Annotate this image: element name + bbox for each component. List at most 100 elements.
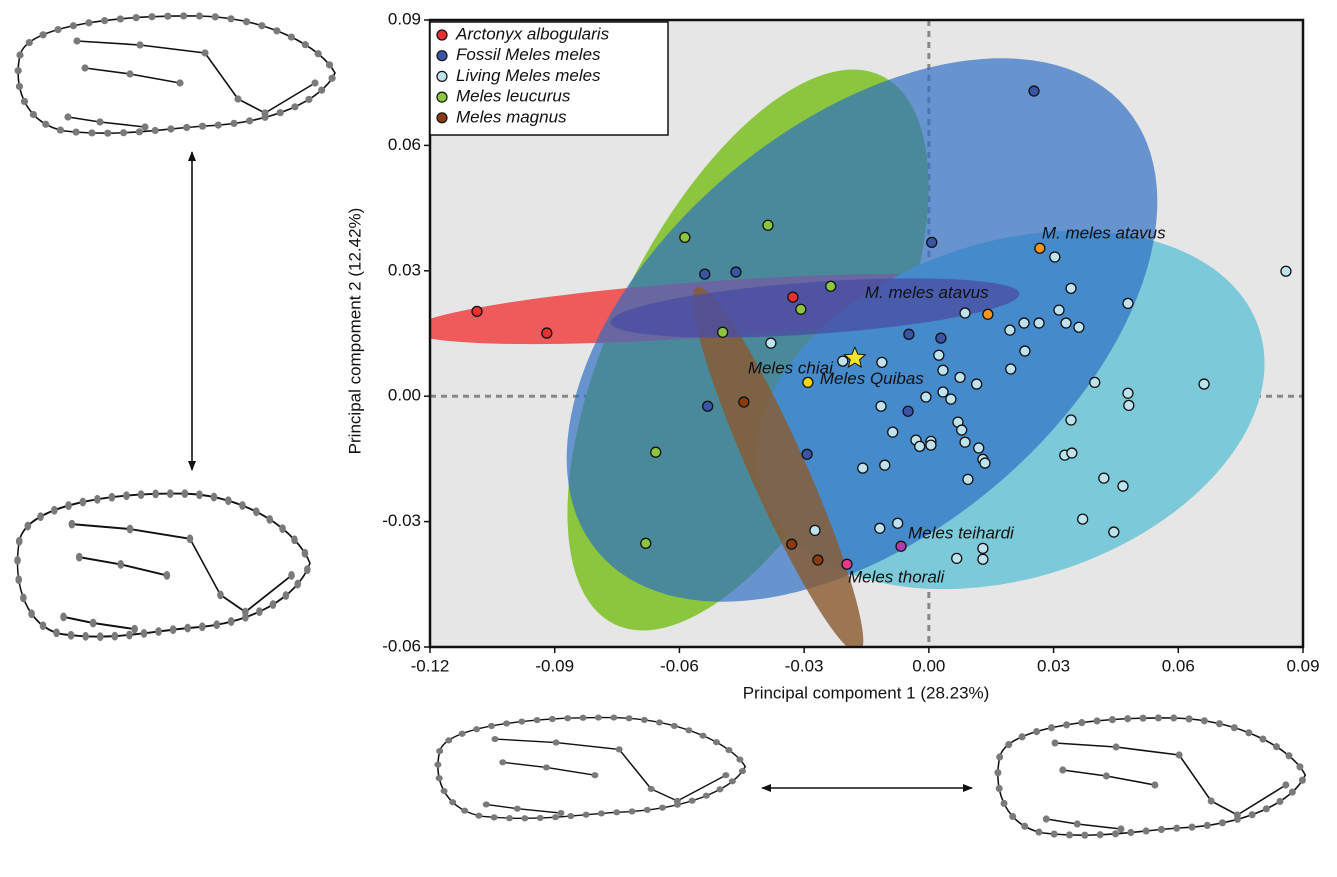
x-tick-label: 0.06: [1162, 656, 1195, 675]
annotation: Meles teihardi: [908, 524, 1015, 543]
x-tick-label: 0.03: [1037, 656, 1070, 675]
point: [472, 306, 482, 316]
point: [938, 387, 948, 397]
legend-marker: [437, 113, 447, 123]
point: [955, 372, 965, 382]
point: [936, 333, 946, 343]
point: [787, 539, 797, 549]
point: [542, 328, 552, 338]
legend-marker: [437, 30, 447, 40]
point: [1281, 266, 1291, 276]
x-tick-label: -0.12: [411, 656, 450, 675]
point: [1050, 252, 1060, 262]
point: [927, 237, 937, 247]
point: [641, 538, 651, 548]
point: [893, 518, 903, 528]
point: [858, 463, 868, 473]
point: [796, 304, 806, 314]
point: [802, 449, 812, 459]
annotation: Meles thorali: [848, 568, 946, 587]
outline-bottom-left: [14, 489, 310, 641]
point: [680, 232, 690, 242]
x-tick-label: 0.00: [912, 656, 945, 675]
figure: M. meles atavusM. meles atavusMeles Quib…: [0, 0, 1337, 872]
x-tick-label: -0.09: [535, 656, 574, 675]
point: [651, 447, 661, 457]
point: [915, 441, 925, 451]
legend-label: Arctonyx albogularis: [455, 24, 610, 43]
point: [1090, 377, 1100, 387]
point: [957, 425, 967, 435]
point: [788, 292, 798, 302]
point: [1067, 448, 1077, 458]
point: [1020, 346, 1030, 356]
point: [718, 327, 728, 337]
point: [974, 443, 984, 453]
point: [980, 458, 990, 468]
point: [875, 523, 885, 533]
point: [978, 543, 988, 553]
legend-label: Meles magnus: [456, 107, 567, 126]
point: [1118, 481, 1128, 491]
point: [1124, 400, 1134, 410]
x-axis-label: Principal compoment 1 (28.23%): [743, 683, 990, 702]
outline-bottom-right: [994, 714, 1306, 838]
legend-label: Living Meles meles: [456, 66, 601, 85]
point: [926, 440, 936, 450]
point: [1099, 473, 1109, 483]
point: [1054, 305, 1064, 315]
point: [1034, 318, 1044, 328]
point: [703, 401, 713, 411]
point: [903, 406, 913, 416]
point: [700, 269, 710, 279]
point: [1061, 318, 1071, 328]
legend-label: Meles leucurus: [456, 87, 571, 106]
point: [1199, 379, 1209, 389]
x-tick-label: -0.03: [785, 656, 824, 675]
outline-top-left: [15, 12, 336, 136]
point: [934, 350, 944, 360]
point: [946, 394, 956, 404]
point: [826, 281, 836, 291]
x-tick-label: 0.09: [1286, 656, 1319, 675]
highlight-point: [803, 377, 813, 387]
y-tick-label: 0.09: [388, 9, 421, 28]
point: [810, 525, 820, 535]
point: [1029, 86, 1039, 96]
point: [1006, 364, 1016, 374]
point: [952, 553, 962, 563]
point: [1066, 283, 1076, 293]
point: [1074, 322, 1084, 332]
point: [960, 308, 970, 318]
point: [766, 338, 776, 348]
point: [838, 356, 848, 366]
annotation: M. meles atavus: [1042, 224, 1166, 243]
annotation: Meles chiai: [748, 359, 834, 378]
point: [1019, 318, 1029, 328]
point: [763, 220, 773, 230]
point: [1109, 527, 1119, 537]
point: [1078, 514, 1088, 524]
point: [888, 427, 898, 437]
point: [960, 437, 970, 447]
point: [978, 554, 988, 564]
x-tick-label: -0.06: [660, 656, 699, 675]
outline-bottom-center: [434, 714, 746, 821]
point: [904, 329, 914, 339]
y-tick-label: 0.06: [388, 135, 421, 154]
point: [1066, 415, 1076, 425]
y-tick-label: -0.06: [382, 636, 421, 655]
point: [1123, 298, 1133, 308]
y-axis-label: Principal compoment 2 (12.42%): [345, 208, 364, 455]
legend-marker: [437, 51, 447, 61]
y-tick-label: 0.00: [388, 386, 421, 405]
point: [880, 460, 890, 470]
point: [813, 555, 823, 565]
point: [938, 365, 948, 375]
point: [963, 474, 973, 484]
point: [876, 401, 886, 411]
legend-marker: [437, 92, 447, 102]
highlight-point: [1035, 243, 1045, 253]
annotation: Meles Quibas: [820, 369, 924, 388]
